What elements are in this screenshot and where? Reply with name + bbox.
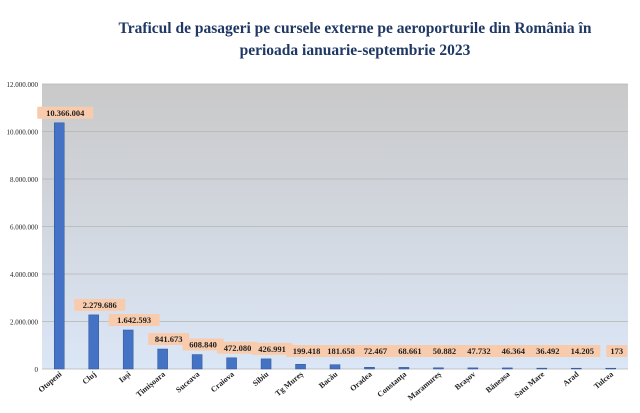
data-label: 50.882 <box>433 346 456 356</box>
y-tick-label: 0 <box>35 366 39 374</box>
data-label: 14.205 <box>571 346 594 356</box>
data-label-bg <box>495 345 532 357</box>
category-label: Constanța <box>376 370 409 399</box>
y-tick-label: 12.000.000 <box>7 81 39 89</box>
chart-title-line-1: Traficul de pasageri pe cursele externe … <box>118 20 592 37</box>
data-label: 47.732 <box>467 346 490 356</box>
category-label: Otopeni <box>37 369 64 394</box>
data-label-bg <box>426 345 463 357</box>
bar <box>571 367 582 370</box>
data-label: 608.840 <box>189 340 217 350</box>
category-label: Arad <box>561 369 581 388</box>
data-label: 426.991 <box>258 344 286 354</box>
y-tick-label: 4.000.000 <box>10 271 39 279</box>
chart-title-line-2: perioada ianuarie-septembrie 2023 <box>239 42 471 59</box>
data-label: 173 <box>610 346 623 356</box>
data-label-bg <box>606 345 628 357</box>
data-label-bg <box>217 341 259 354</box>
y-tick-label: 10.000.000 <box>7 129 39 137</box>
data-label: 46.364 <box>502 346 526 356</box>
bar <box>536 367 548 370</box>
data-label-bg <box>251 342 293 355</box>
data-label-bg <box>286 345 328 357</box>
bar <box>398 367 410 370</box>
y-tick-label: 6.000.000 <box>10 224 39 232</box>
bar <box>157 348 168 370</box>
data-label: 36.492 <box>536 346 559 356</box>
data-label: 841.673 <box>155 334 183 344</box>
bar <box>605 367 617 370</box>
bar <box>364 367 375 370</box>
data-label-bg <box>108 313 160 326</box>
data-label: 68.661 <box>398 346 421 356</box>
bar <box>226 357 237 370</box>
category-label: Bacău <box>317 369 340 390</box>
bar <box>88 314 99 370</box>
data-label-bg <box>148 333 190 346</box>
bar <box>122 329 134 370</box>
category-label: Suceava <box>174 370 201 395</box>
data-label: 2.279.686 <box>83 300 117 310</box>
bar <box>295 364 306 370</box>
category-label: Cluj <box>81 369 99 386</box>
data-label: 181.658 <box>327 346 355 356</box>
data-label-bg <box>182 338 224 351</box>
category-label: Maramureș <box>406 370 443 403</box>
category-label: Craiova <box>209 370 236 395</box>
category-label: Tg Mureș <box>273 370 304 398</box>
data-label: 10.366.004 <box>46 108 85 118</box>
data-label-bg <box>460 345 497 357</box>
category-label: Timișoara <box>134 370 167 399</box>
y-tick-label: 8.000.000 <box>10 176 39 184</box>
data-label: 72.467 <box>364 346 388 356</box>
data-label-bg <box>357 345 394 357</box>
data-label-bg <box>391 345 428 357</box>
y-tick-label: 2.000.000 <box>10 319 39 327</box>
bar <box>191 354 203 370</box>
bar <box>53 122 65 370</box>
category-label: Brașov <box>453 370 477 392</box>
data-label-bg <box>74 298 126 311</box>
data-label-bg <box>320 345 362 357</box>
category-label: Băneasa <box>484 370 512 395</box>
bar <box>329 364 341 370</box>
category-label: Tulcea <box>592 370 615 391</box>
data-label: 199.418 <box>293 346 321 356</box>
category-label: Satu Mare <box>513 369 547 399</box>
data-label: 1.642.593 <box>117 315 151 325</box>
bar <box>260 358 272 370</box>
bar <box>502 367 513 370</box>
category-label: Sibiu <box>251 369 271 388</box>
category-label: Iași <box>117 369 133 384</box>
data-label-bg <box>37 106 94 119</box>
data-label-bg <box>564 345 601 357</box>
data-label-bg <box>529 345 566 357</box>
data-label: 472.080 <box>224 343 252 353</box>
bar <box>433 367 444 370</box>
category-label: Oradea <box>348 370 374 393</box>
bar <box>467 367 479 370</box>
